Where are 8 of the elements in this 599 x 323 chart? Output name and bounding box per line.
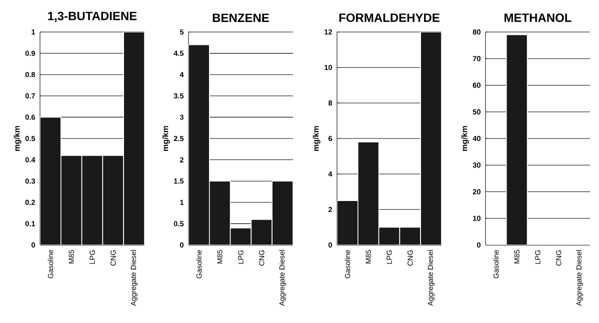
y-axis-title: mg/km — [14, 126, 22, 151]
y-axis-title: mg/km — [461, 126, 469, 151]
y-axis-title: mg/km — [162, 126, 170, 151]
chart-title: BENZENE — [212, 14, 269, 22]
chart-title: FORMALDEHYDE — [339, 13, 440, 22]
y-axis-title: mg/km — [312, 126, 320, 151]
chart-title: 1,3-BUTADIENE — [48, 12, 137, 22]
chart-title: METHANOL — [504, 13, 572, 22]
